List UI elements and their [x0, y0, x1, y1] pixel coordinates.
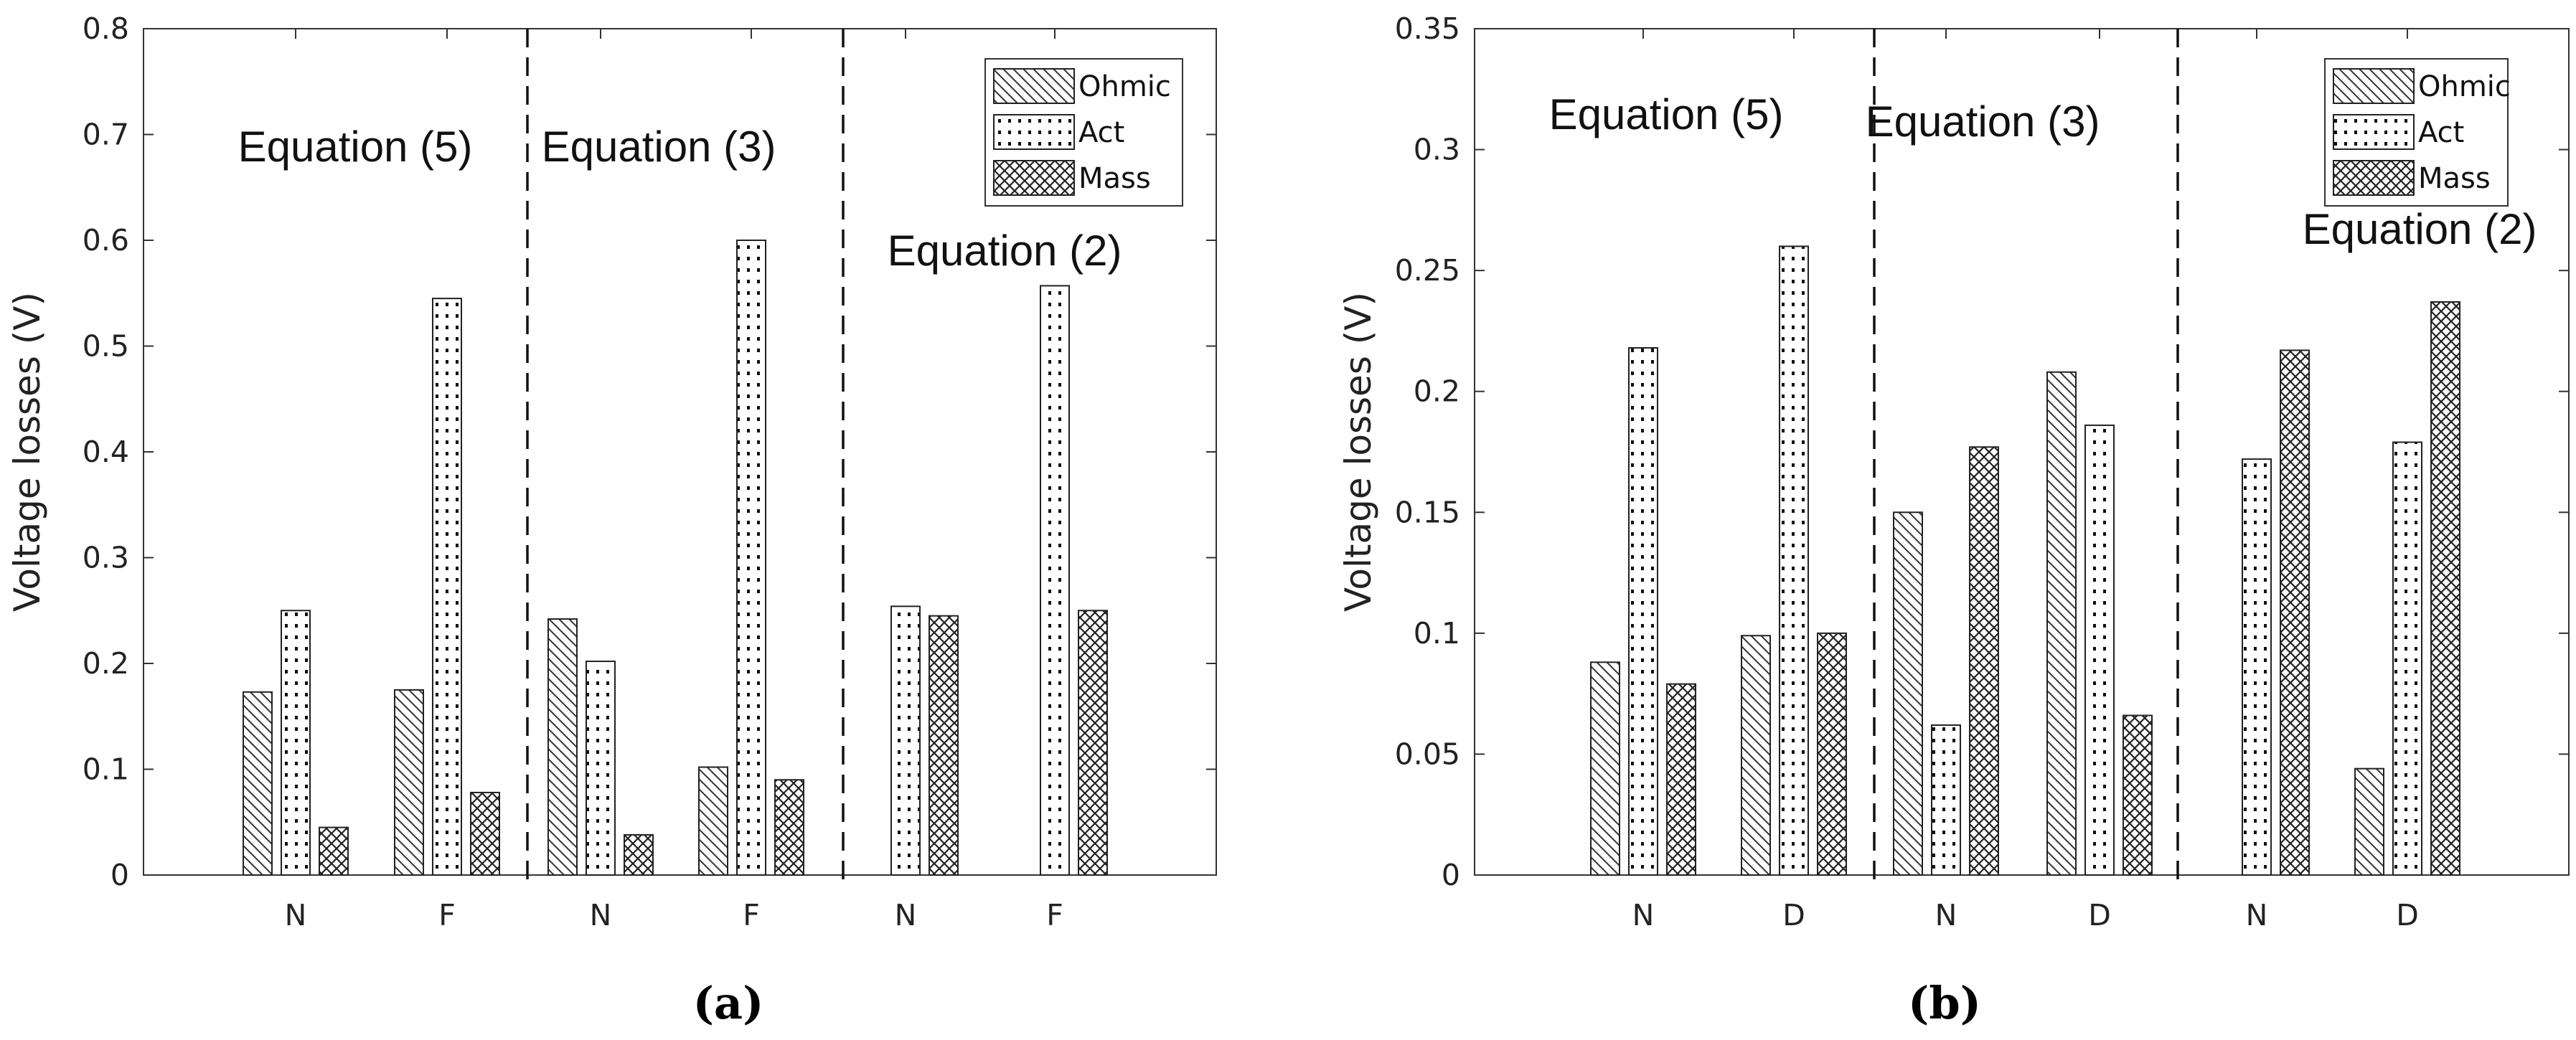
bar-act-f-2	[432, 298, 462, 876]
bar-ohmic-d-4	[2046, 371, 2077, 876]
bar-act-n-1	[281, 610, 311, 876]
legend-label-mass: Mass	[1078, 162, 1151, 195]
y-tick-label: 0	[111, 858, 129, 892]
x-tick-label: D	[1782, 898, 1805, 932]
legend-swatch-ohmic	[2333, 68, 2415, 104]
equation-label: Equation (2)	[2303, 205, 2537, 253]
x-tick-label: N	[590, 898, 612, 932]
bar-mass-d-2	[1817, 632, 1847, 876]
chart-panel-b: 0 0.05 0.1 0.15 0.2 0.25 0.3 0.35 Voltage losses…	[1338, 11, 2570, 1029]
y-tick-label: 0.2	[1414, 374, 1460, 409]
y-axis-label: Voltage losses (V)	[6, 292, 48, 612]
legend-label-act: Act	[1078, 116, 1124, 149]
bar-mass-n-3	[624, 833, 654, 876]
x-tick-label: F	[743, 898, 760, 932]
equation-label: Equation (5)	[238, 123, 473, 171]
y-tick-label: 0.2	[83, 646, 129, 681]
bar-ohmic-n-3	[1893, 511, 1923, 876]
bar-ohmic-n-1	[243, 691, 273, 876]
legend: Ohmic Act Mass	[2324, 58, 2511, 207]
legend-swatch-act	[2333, 114, 2415, 150]
bar-ohmic-f-4	[698, 766, 728, 876]
bar-act-d-6	[2392, 441, 2422, 876]
legend: Ohmic Act Mass	[984, 58, 1183, 207]
bar-act-d-4	[2084, 424, 2115, 876]
bar-act-n-3	[586, 661, 616, 876]
bar-act-n-3	[1931, 724, 1961, 876]
bar-mass-f-6	[1078, 610, 1108, 876]
bar-mass-d-4	[2123, 714, 2153, 876]
bar-mass-n-3	[1969, 446, 1999, 876]
x-tick-label: N	[2246, 898, 2268, 932]
bar-ohmic-f-2	[394, 689, 424, 876]
bar-act-n-5	[2242, 458, 2272, 876]
y-tick-label: 0.3	[83, 541, 129, 575]
equation-label: Equation (5)	[1549, 90, 1784, 138]
bar-mass-n-5	[929, 615, 959, 876]
figure-caption: (b)	[1908, 977, 1981, 1029]
y-tick-label: 0.8	[83, 11, 129, 46]
x-tick-label: N	[1632, 898, 1655, 932]
bar-ohmic-d-2	[1741, 635, 1771, 876]
y-tick-label: 0.4	[83, 435, 129, 469]
legend-swatch-mass	[993, 160, 1075, 196]
x-tick-label: D	[2396, 898, 2419, 932]
y-tick-label: 0.1	[83, 752, 129, 787]
figure-caption: (a)	[693, 977, 764, 1029]
bar-ohmic-n-1	[1590, 661, 1620, 876]
bar-ohmic-d-6	[2354, 767, 2384, 876]
y-tick-label: 0.25	[1395, 253, 1460, 288]
legend-label-mass: Mass	[2418, 162, 2491, 195]
y-tick-label: 0.3	[1414, 133, 1460, 167]
chart-panel-a: 0 0.1 0.2 0.3 0.4 0.5 0.6 0.7 0.8 Voltage losses …	[6, 11, 1217, 1029]
bar-mass-n-1	[1666, 683, 1696, 876]
bar-act-n-1	[1628, 347, 1658, 876]
legend-label-ohmic: Ohmic	[1078, 70, 1171, 103]
y-tick-label: 0	[1442, 858, 1460, 892]
legend-swatch-mass	[2333, 160, 2415, 196]
legend-swatch-act	[993, 114, 1075, 150]
bar-mass-d-6	[2430, 301, 2460, 876]
y-tick-label: 0.05	[1395, 737, 1460, 771]
y-tick-label: 0.6	[83, 223, 129, 257]
x-tick-label: F	[1046, 898, 1063, 932]
y-tick-label: 0.7	[83, 118, 129, 152]
x-tick-label: N	[1935, 898, 1957, 932]
legend-label-act: Act	[2418, 116, 2464, 149]
bar-act-d-2	[1779, 245, 1809, 876]
bar-act-f-6	[1040, 285, 1070, 876]
y-tick-label: 0.15	[1395, 495, 1460, 529]
y-axis-label: Voltage losses (V)	[1338, 292, 1379, 612]
bar-mass-f-2	[470, 791, 500, 876]
bar-ohmic-n-3	[547, 618, 578, 876]
x-tick-label: N	[895, 898, 917, 932]
x-tick-label: F	[438, 898, 456, 932]
y-tick-label: 0.5	[83, 329, 129, 364]
equation-label: Equation (3)	[1866, 98, 2100, 146]
x-tick-label: N	[285, 898, 307, 932]
equation-label: Equation (3)	[542, 123, 776, 171]
legend-label-ohmic: Ohmic	[2418, 70, 2511, 103]
bar-mass-n-5	[2280, 349, 2310, 876]
bar-mass-f-4	[774, 779, 804, 876]
legend-swatch-ohmic	[993, 68, 1075, 104]
y-tick-label: 0.35	[1395, 11, 1460, 46]
y-tick-label: 0.1	[1414, 616, 1460, 651]
bar-act-n-5	[890, 605, 921, 876]
bar-act-f-4	[736, 240, 766, 876]
bar-mass-n-1	[319, 826, 349, 876]
plot-area-frame	[1474, 28, 2570, 876]
x-tick-label: D	[2088, 898, 2111, 932]
equation-label: Equation (2)	[888, 227, 1122, 275]
